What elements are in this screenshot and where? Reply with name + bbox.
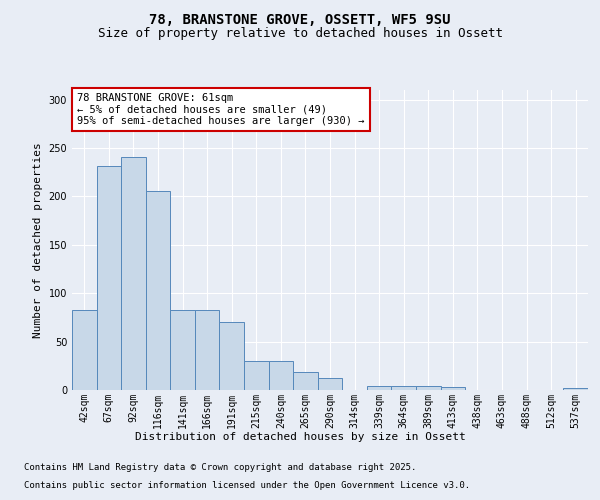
Text: Size of property relative to detached houses in Ossett: Size of property relative to detached ho…: [97, 28, 503, 40]
Bar: [440, 387, 465, 390]
Bar: [170, 310, 195, 390]
Text: Distribution of detached houses by size in Ossett: Distribution of detached houses by size …: [134, 432, 466, 442]
Text: Contains HM Land Registry data © Crown copyright and database right 2025.: Contains HM Land Registry data © Crown c…: [24, 464, 416, 472]
Bar: [97, 166, 121, 390]
Bar: [391, 386, 416, 390]
Bar: [318, 378, 342, 390]
Bar: [195, 310, 220, 390]
Bar: [269, 361, 293, 390]
Bar: [293, 372, 318, 390]
Text: 78, BRANSTONE GROVE, OSSETT, WF5 9SU: 78, BRANSTONE GROVE, OSSETT, WF5 9SU: [149, 12, 451, 26]
Bar: [72, 310, 97, 390]
Bar: [146, 190, 170, 390]
Bar: [121, 157, 146, 390]
Bar: [416, 386, 440, 390]
Y-axis label: Number of detached properties: Number of detached properties: [33, 142, 43, 338]
Bar: [367, 386, 391, 390]
Text: Contains public sector information licensed under the Open Government Licence v3: Contains public sector information licen…: [24, 481, 470, 490]
Bar: [220, 322, 244, 390]
Text: 78 BRANSTONE GROVE: 61sqm
← 5% of detached houses are smaller (49)
95% of semi-d: 78 BRANSTONE GROVE: 61sqm ← 5% of detach…: [77, 93, 365, 126]
Bar: [244, 361, 269, 390]
Bar: [563, 388, 588, 390]
